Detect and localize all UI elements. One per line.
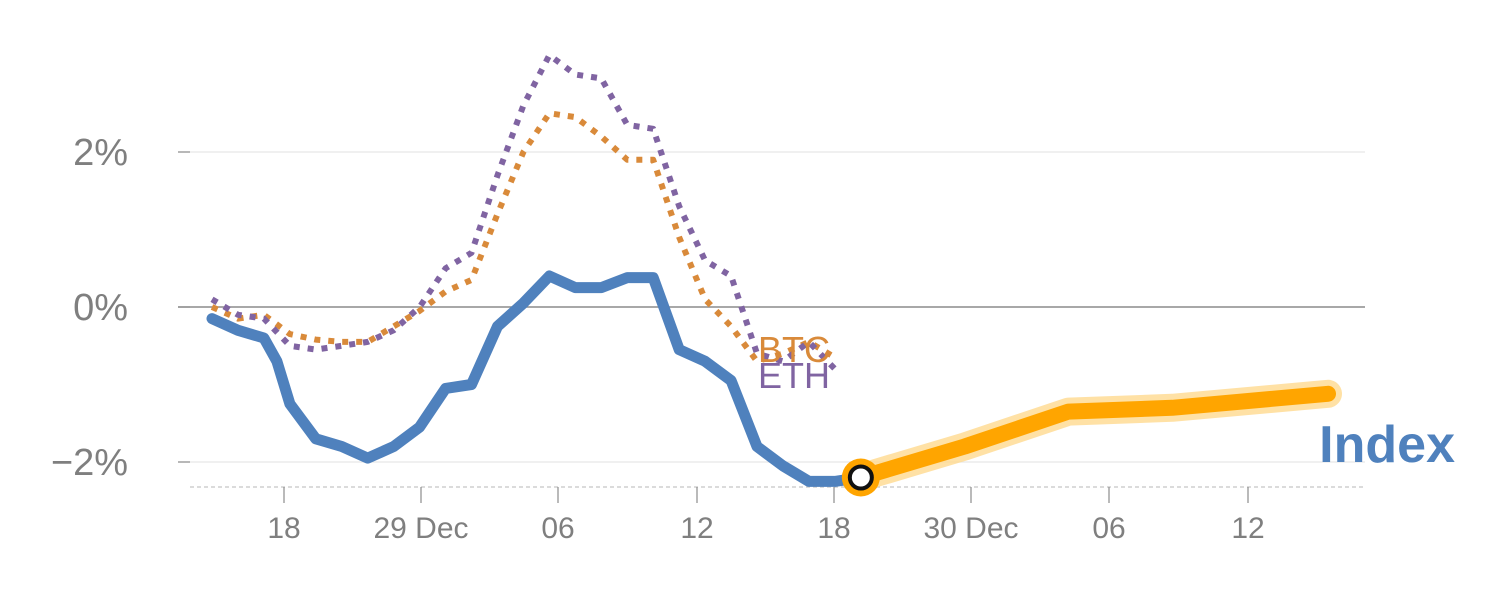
- forecast-line: [852, 385, 1336, 486]
- series-label-index: Index: [1319, 416, 1455, 474]
- axis-layer: 2% 0% −2% 18 29 Dec 06 12 18 30 Dec 06 12: [51, 132, 1365, 545]
- junction-marker: [847, 464, 874, 491]
- x-tick-label: 12: [1231, 512, 1264, 545]
- series-label-eth: ETH: [758, 355, 830, 396]
- x-tick-label: 06: [541, 512, 574, 545]
- x-tick-label: 30 Dec: [923, 512, 1018, 545]
- x-tick-label: 12: [680, 512, 713, 545]
- y-tick-label: 2%: [73, 132, 128, 174]
- series-line-index: [206, 270, 867, 487]
- x-tick-label: 06: [1092, 512, 1125, 545]
- series-label-btc: BTC: [758, 329, 830, 370]
- series-line-btc: [210, 110, 837, 365]
- x-tick-label: 29 Dec: [373, 512, 468, 545]
- y-tick-label: 0%: [73, 287, 128, 329]
- series-layer: [206, 52, 1342, 497]
- x-tick-label: 18: [817, 512, 850, 545]
- series-line-eth: [210, 52, 838, 372]
- x-tick-label: 18: [267, 512, 300, 545]
- y-tick-label: −2%: [51, 442, 128, 484]
